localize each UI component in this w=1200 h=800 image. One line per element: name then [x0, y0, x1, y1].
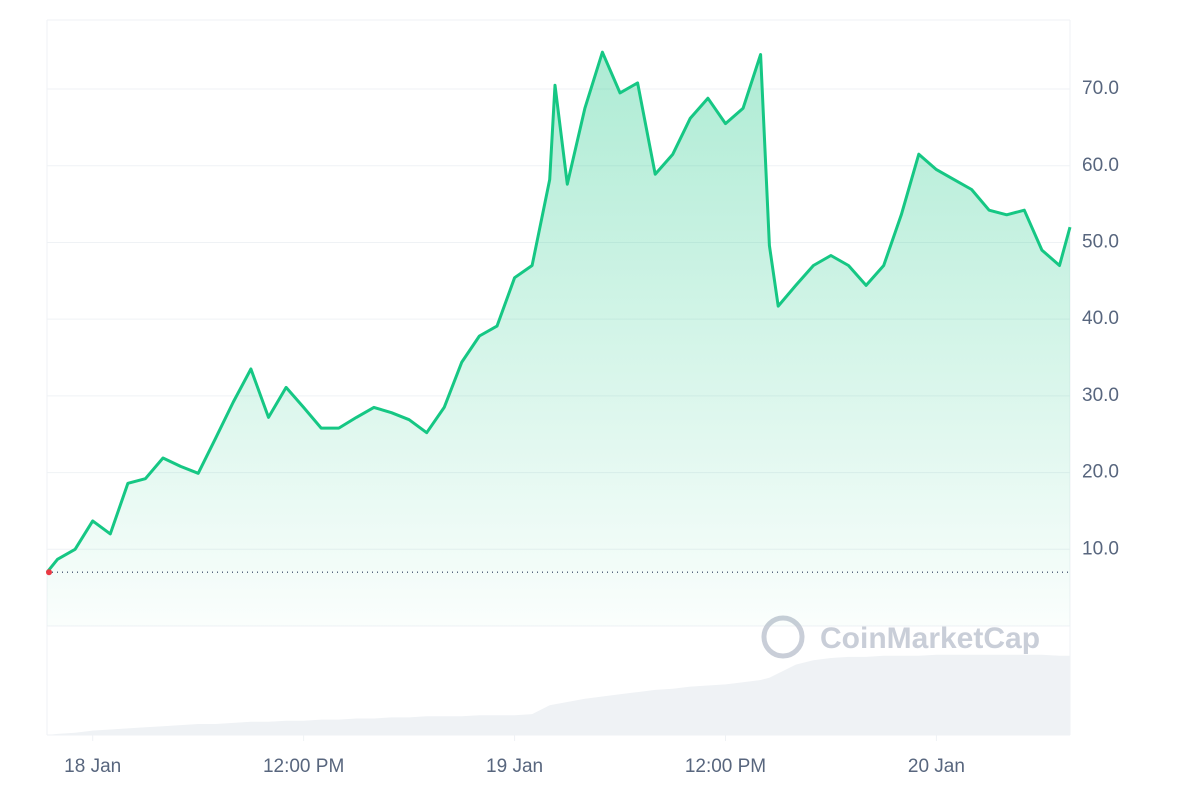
y-tick-label: 20.0	[1082, 462, 1119, 483]
y-tick-label: 50.0	[1082, 231, 1119, 252]
volume-area	[47, 654, 1070, 735]
y-tick-label: 60.0	[1082, 155, 1119, 176]
y-tick-label: 30.0	[1082, 385, 1119, 406]
price-area	[47, 52, 1070, 626]
x-tick-label: 20 Jan	[908, 756, 965, 777]
start-dot	[46, 569, 52, 576]
watermark-text: CoinMarketCap	[820, 622, 1040, 655]
price-line	[45, 50, 1072, 574]
x-tick-label: 18 Jan	[64, 756, 121, 777]
y-tick-label: 70.0	[1082, 78, 1119, 99]
x-tick-label: 12:00 PM	[685, 756, 766, 777]
watermark: CoinMarketCap	[761, 615, 1040, 659]
y-tick-label: 40.0	[1082, 308, 1119, 329]
y-tick-label: 10.0	[1082, 538, 1119, 559]
x-tick-label: 19 Jan	[486, 756, 543, 777]
x-tick-label: 12:00 PM	[263, 756, 344, 777]
